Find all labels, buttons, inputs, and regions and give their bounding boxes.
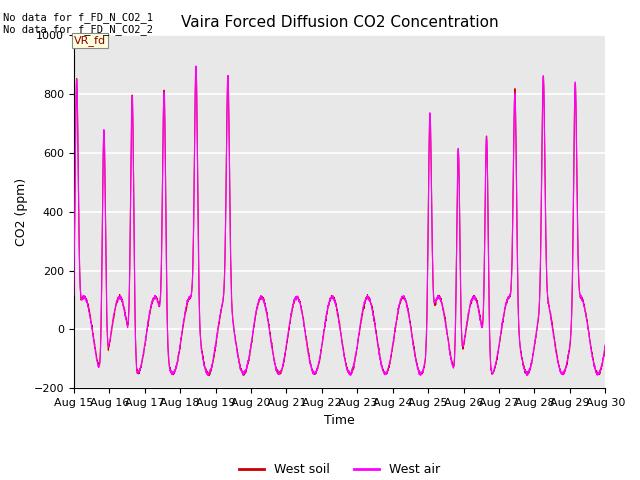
West soil: [602, 345, 609, 351]
West air: [602, 342, 609, 348]
West soil: [591, 367, 599, 372]
Legend: West soil, West air: West soil, West air: [234, 458, 445, 480]
West air: [534, 317, 542, 323]
West air: [274, 371, 282, 376]
West air: [131, 261, 138, 267]
West air: [70, 292, 77, 298]
West soil: [162, 218, 170, 224]
West soil: [70, 295, 77, 300]
West air: [523, 372, 531, 378]
West soil: [192, 64, 200, 70]
West soil: [534, 319, 542, 325]
West soil: [297, 304, 305, 310]
Text: VR_fd: VR_fd: [74, 36, 106, 46]
West air: [297, 305, 305, 311]
Title: Vaira Forced Diffusion CO2 Concentration: Vaira Forced Diffusion CO2 Concentration: [180, 15, 499, 30]
West soil: [274, 369, 282, 375]
X-axis label: Time: Time: [324, 414, 355, 427]
Text: No data for f_FD_N_CO2_1
No data for f_FD_N_CO2_2: No data for f_FD_N_CO2_1 No data for f_F…: [3, 12, 153, 36]
West soil: [131, 259, 138, 265]
West air: [162, 219, 170, 225]
Line: West soil: West soil: [74, 67, 605, 376]
West soil: [205, 373, 213, 379]
Y-axis label: CO2 (ppm): CO2 (ppm): [15, 178, 28, 246]
West air: [591, 365, 599, 371]
Line: West air: West air: [74, 66, 605, 375]
West air: [192, 63, 200, 69]
